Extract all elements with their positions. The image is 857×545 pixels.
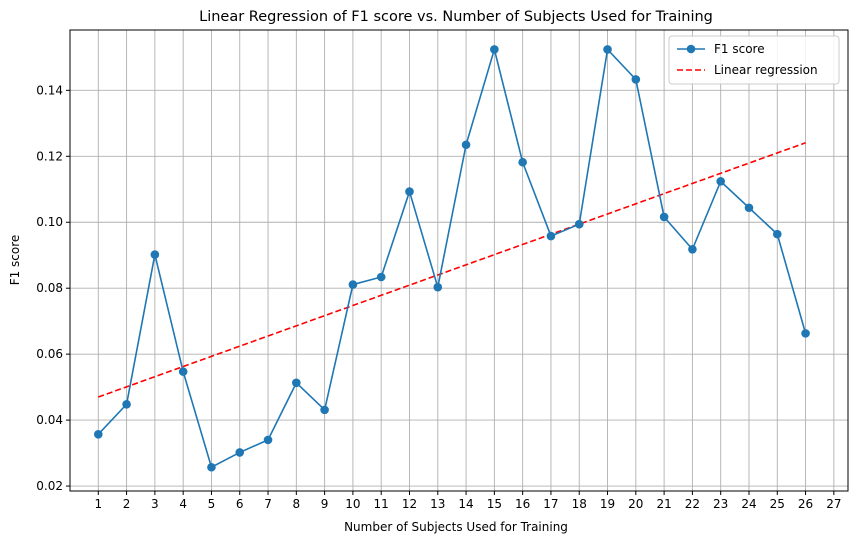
x-tick-label: 7 (264, 497, 272, 511)
x-tick-label: 2 (123, 497, 131, 511)
y-tick-label: 0.02 (36, 479, 63, 493)
legend-box (668, 35, 840, 85)
x-tick-label: 5 (208, 497, 216, 511)
f1-score-point (93, 429, 103, 439)
legend: F1 score Linear regression (668, 35, 840, 85)
f1-score-point (150, 250, 160, 259)
x-tick-label: 14 (458, 497, 473, 511)
x-tick-label: 1 (94, 497, 102, 511)
y-tick-label: 0.10 (36, 215, 63, 229)
y-tick-label: 0.12 (36, 149, 63, 163)
chart-title: Linear Regression of F1 score vs. Number… (199, 9, 713, 25)
f1-score-point (122, 399, 131, 409)
f1-score-point (772, 229, 782, 239)
legend-f1-label: F1 score (714, 42, 765, 56)
f1-score-point (603, 45, 612, 54)
x-tick-label: 12 (402, 497, 417, 511)
f1-score-point (631, 75, 641, 84)
f1-score-point (292, 378, 301, 388)
f1-score-point (263, 435, 273, 445)
x-tick-label: 19 (600, 497, 615, 511)
f1-score-point (574, 219, 584, 229)
f1-score-point (433, 282, 443, 292)
x-tick-label: 11 (374, 497, 389, 511)
x-tick-label: 21 (656, 497, 671, 511)
f1-score-point (235, 448, 245, 457)
x-tick-label: 4 (179, 497, 187, 511)
x-tick-label: 8 (293, 497, 301, 511)
plot-series (93, 45, 810, 472)
y-tick-label: 0.06 (36, 347, 63, 361)
legend-f1-marker (686, 44, 696, 54)
x-tick-label: 26 (798, 497, 813, 511)
x-tick-label: 13 (430, 497, 445, 511)
x-tick-label: 10 (345, 497, 360, 511)
f1-score-point (688, 244, 697, 254)
f1-score-point (744, 203, 754, 213)
y-axis-label: F1 score (8, 235, 22, 286)
x-tick-label: 17 (543, 497, 558, 511)
x-axis-label: Number of Subjects Used for Training (344, 520, 568, 534)
f1-score-point (546, 231, 556, 241)
grid (70, 30, 848, 491)
x-tick-label: 16 (515, 497, 530, 511)
x-tick-label: 9 (321, 497, 329, 511)
y-tick-label: 0.08 (36, 281, 63, 295)
x-tick-label: 25 (770, 497, 785, 511)
y-tick-label: 0.14 (36, 83, 63, 97)
f1-score-point (490, 45, 499, 54)
x-axis-ticks: 1 2 3 4 5 6 7 8 9 10 11 12 13 14 15 16 17 18 19 20 21 22 23 24 2… (94, 491, 841, 511)
x-tick-label: 22 (685, 497, 700, 511)
x-tick-label: 27 (826, 497, 841, 511)
x-tick-label: 18 (572, 497, 587, 511)
f1-score-point (320, 405, 329, 415)
x-tick-label: 15 (487, 497, 502, 511)
x-tick-label: 20 (628, 497, 643, 511)
f1-score-point (376, 272, 386, 282)
f1-score-point (801, 329, 810, 338)
f1-score-line (97, 46, 807, 469)
regression-line (98, 142, 806, 398)
f1-score-point (405, 187, 414, 196)
f1-score-point (461, 140, 471, 150)
legend-regression-label: Linear regression (714, 63, 818, 77)
f1-score-point (518, 157, 527, 167)
f1-score-point (207, 462, 216, 472)
f1-score-point (178, 367, 188, 376)
x-tick-label: 24 (741, 497, 756, 511)
f1-score-point (716, 177, 725, 186)
y-axis-ticks: 0.02 0.04 0.06 0.08 0.10 0.12 0.14 (36, 83, 70, 493)
x-tick-label: 3 (151, 497, 159, 511)
y-tick-label: 0.04 (36, 413, 63, 427)
plot-frame (69, 29, 849, 492)
x-tick-label: 6 (236, 497, 244, 511)
x-tick-label: 23 (713, 497, 728, 511)
f1-score-point (348, 280, 358, 289)
f1-score-point (659, 212, 669, 222)
